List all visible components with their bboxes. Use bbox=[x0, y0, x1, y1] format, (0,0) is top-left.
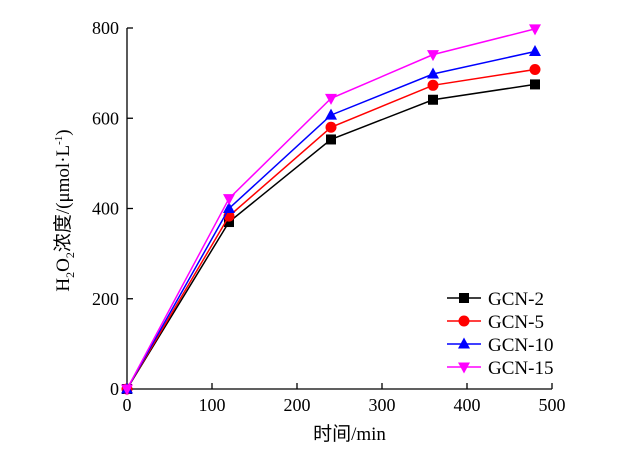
data-point-gcn-2 bbox=[224, 217, 234, 228]
data-point-gcn-15 bbox=[223, 194, 235, 206]
y-axis-label-o: O bbox=[53, 258, 74, 272]
data-point-gcn-10 bbox=[325, 108, 337, 120]
y-axis-label-sub2: 2 bbox=[63, 252, 77, 258]
axes: 0 200 400 600 800 0 100 200 300 400 500 bbox=[92, 18, 566, 415]
y-axis-label: H2O2浓度/(μmol·L-1) bbox=[52, 129, 77, 291]
y-axis-label-close: ) bbox=[53, 129, 74, 135]
y-axis-label-text: 浓度/(μmol·L bbox=[52, 145, 74, 252]
data-point-gcn-15 bbox=[325, 93, 337, 105]
legend-label-gcn-2: GCN-2 bbox=[488, 289, 544, 310]
x-tick-label: 200 bbox=[284, 395, 311, 415]
legend-label-gcn-5: GCN-5 bbox=[488, 312, 544, 333]
data-point-gcn-5 bbox=[529, 64, 541, 76]
x-tick-label: 0 bbox=[123, 395, 132, 415]
y-tick-label: 400 bbox=[92, 199, 119, 219]
y-tick-label: 0 bbox=[110, 379, 119, 399]
series-layer bbox=[121, 24, 541, 396]
data-point-gcn-15 bbox=[121, 384, 133, 396]
legend-marker-gcn-5 bbox=[458, 315, 470, 327]
y-tick-label: 200 bbox=[92, 289, 119, 309]
x-tick-label: 100 bbox=[199, 395, 226, 415]
legend-label-gcn-15: GCN-15 bbox=[488, 358, 553, 379]
y-tick-label: 800 bbox=[92, 18, 119, 38]
x-axis-label: 时间/min bbox=[313, 423, 386, 445]
y-axis-label-sup: -1 bbox=[53, 136, 65, 145]
legend-marker-gcn-10 bbox=[458, 337, 470, 349]
data-point-gcn-10 bbox=[427, 67, 439, 79]
data-point-gcn-2 bbox=[326, 134, 336, 145]
data-point-gcn-10 bbox=[529, 44, 541, 56]
data-point-gcn-5 bbox=[427, 79, 439, 91]
data-point-gcn-15 bbox=[529, 24, 541, 36]
legend-marker-gcn-2 bbox=[459, 293, 469, 303]
data-point-gcn-5 bbox=[325, 121, 337, 133]
x-tick-label: 300 bbox=[369, 395, 396, 415]
legend-label-gcn-10: GCN-10 bbox=[488, 335, 553, 356]
series-line-gcn-15 bbox=[126, 28, 536, 390]
x-tick-label: 400 bbox=[454, 395, 481, 415]
y-axis-label-sub1: 2 bbox=[63, 272, 77, 278]
data-point-gcn-15 bbox=[427, 50, 439, 62]
data-point-gcn-2 bbox=[530, 79, 540, 90]
data-point-gcn-10 bbox=[223, 202, 235, 213]
data-point-gcn-2 bbox=[428, 94, 438, 105]
y-tick-label: 600 bbox=[92, 108, 119, 128]
legend-marker-gcn-15 bbox=[458, 362, 470, 374]
y-axis-label-h: H bbox=[53, 278, 74, 292]
x-tick-label: 500 bbox=[539, 395, 566, 415]
